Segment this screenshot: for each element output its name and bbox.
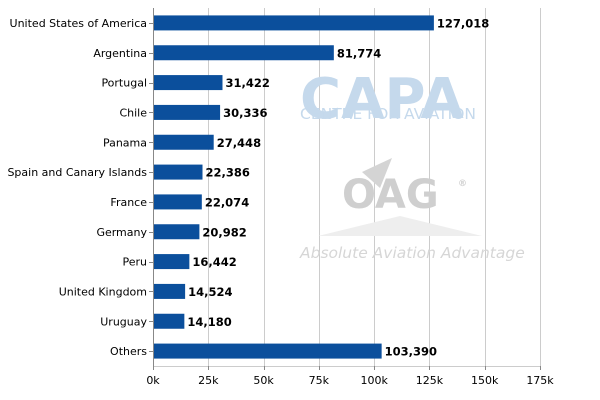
bar[interactable] [154,45,334,61]
x-tick-label: 25k [198,374,219,387]
capa-watermark: CAPA CENTRE FOR AVIATION [300,67,476,132]
category-label: Argentina [93,47,147,60]
data-label: 20,982 [202,225,246,239]
category-label: United Kingdom [59,285,147,298]
data-label: 81,774 [337,46,381,60]
oag-tagline: Absolute Aviation Advantage [299,244,525,262]
x-tick-label: 125k [416,374,444,387]
x-tick-label: 100k [360,374,388,387]
bar[interactable] [154,224,200,240]
x-tick-label: 75k [309,374,330,387]
data-label: 27,448 [217,136,261,150]
bar[interactable] [154,313,185,329]
data-label: 16,442 [192,255,236,269]
bars [154,15,434,359]
oag-swoosh-icon [362,158,392,188]
capa-logo-text: CAPA [300,67,464,132]
x-tick-label: 50k [253,374,274,387]
bar[interactable] [154,194,202,210]
category-label: Spain and Canary Islands [7,166,147,179]
category-label: United States of America [10,17,147,30]
data-labels: 127,018 81,774 31,422 30,336 27,448 22,386 22,… [187,16,489,358]
oag-watermark: OAG ® Absolute Aviation Advantage [299,158,525,262]
oag-registered-mark: ® [458,179,467,189]
data-label: 127,018 [437,16,489,30]
oag-underline-shape [318,216,482,236]
category-label: Peru [122,256,147,269]
bar[interactable] [154,75,223,91]
bar[interactable] [154,15,434,31]
capa-tagline: CENTRE FOR AVIATION [300,105,476,123]
category-label: Uruguay [100,315,147,328]
gridlines [153,8,541,367]
category-labels: United States of America Argentina Portuga… [7,17,153,358]
bar[interactable] [154,164,203,180]
category-label: Germany [96,226,147,239]
x-axis-ticks: 0k 25k 50k 75k 100k 125k 150k 175k [146,366,554,387]
category-label: Panama [103,136,147,149]
category-label: Chile [119,106,147,119]
bar[interactable] [154,104,221,120]
category-label: Portugal [101,77,147,90]
category-label: Others [110,345,147,358]
data-label: 31,422 [225,76,269,90]
oag-logo-text: OAG [342,172,439,218]
x-tick-label: 0k [146,374,160,387]
data-label: 22,386 [206,166,250,180]
data-label: 103,390 [385,345,437,359]
data-label: 30,336 [223,106,267,120]
category-label: France [110,196,147,209]
bar[interactable] [154,343,382,359]
bar[interactable] [154,283,186,299]
data-label: 22,074 [205,195,249,209]
data-label: 14,180 [187,315,231,329]
data-label: 14,524 [188,285,232,299]
bar[interactable] [154,134,214,150]
x-tick-label: 150k [471,374,499,387]
x-tick-label: 175k [526,374,554,387]
bar[interactable] [154,254,190,270]
